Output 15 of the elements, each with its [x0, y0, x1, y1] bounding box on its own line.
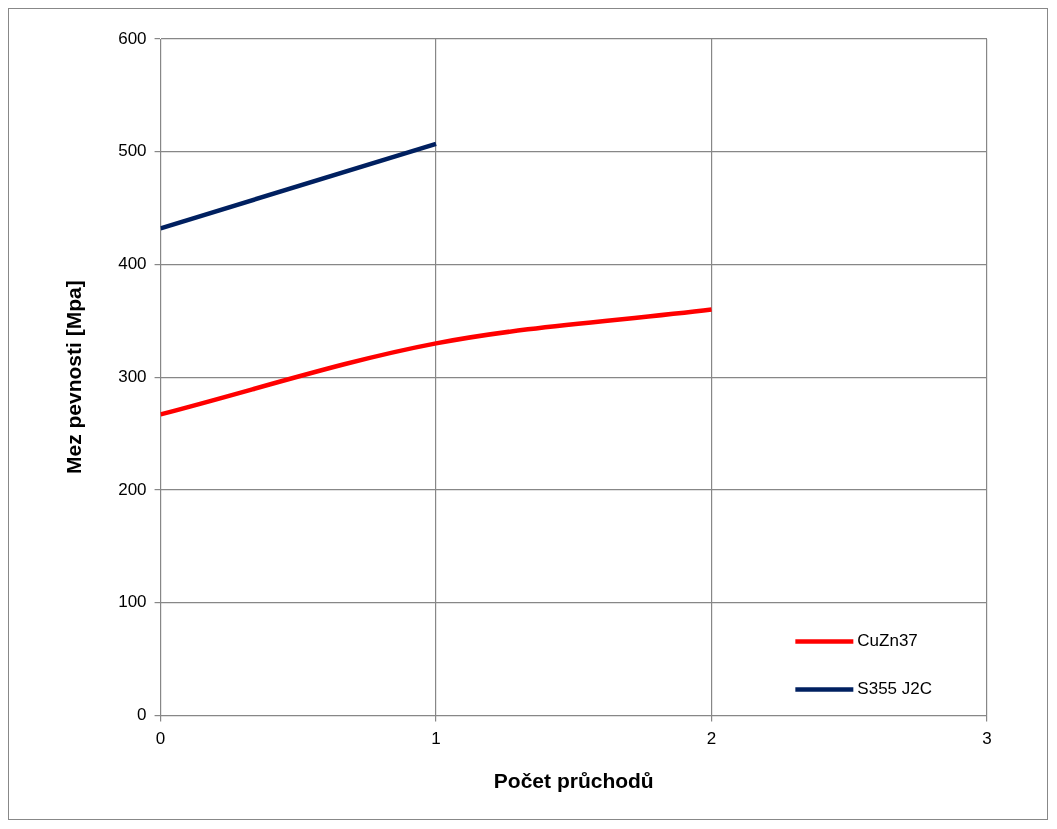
y-tick-label: 400: [118, 254, 147, 274]
x-tick-label: 2: [706, 729, 717, 749]
y-tick-label: 500: [118, 141, 147, 161]
x-axis-title: Počet průchodů: [493, 769, 654, 793]
y-tick-label: 100: [118, 592, 147, 612]
y-tick-label: 300: [118, 366, 147, 386]
y-tick-label: 200: [118, 479, 147, 499]
x-tick-label: 3: [982, 729, 992, 749]
y-tick-label: 600: [118, 28, 147, 48]
y-tick-label: 0: [137, 705, 147, 725]
x-tick-label: 1: [431, 729, 441, 749]
x-tick-label: 0: [155, 729, 166, 749]
y-axis-title: Mez pevnosti [Mpa]: [62, 280, 86, 475]
legend-label: S355 J2C: [857, 679, 933, 699]
legend-label: CuZn37: [857, 631, 918, 651]
